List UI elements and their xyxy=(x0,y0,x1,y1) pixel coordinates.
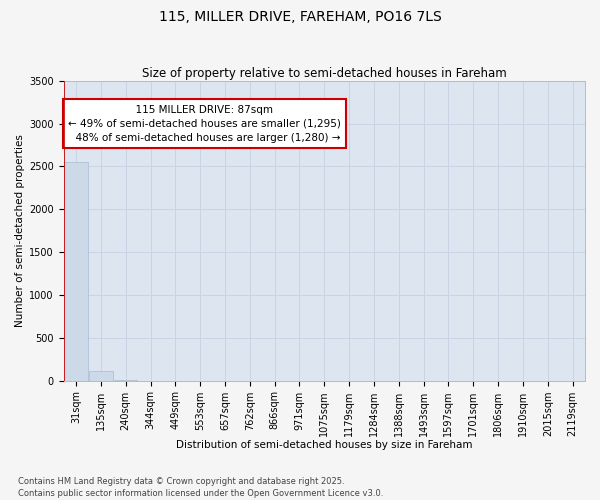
Title: Size of property relative to semi-detached houses in Fareham: Size of property relative to semi-detach… xyxy=(142,66,506,80)
Bar xyxy=(64,162,88,380)
Text: Contains HM Land Registry data © Crown copyright and database right 2025.
Contai: Contains HM Land Registry data © Crown c… xyxy=(18,476,383,498)
Text: 115, MILLER DRIVE, FAREHAM, PO16 7LS: 115, MILLER DRIVE, FAREHAM, PO16 7LS xyxy=(158,10,442,24)
X-axis label: Distribution of semi-detached houses by size in Fareham: Distribution of semi-detached houses by … xyxy=(176,440,473,450)
Bar xyxy=(89,371,113,380)
Text: 115 MILLER DRIVE: 87sqm  
← 49% of semi-detached houses are smaller (1,295)
  48: 115 MILLER DRIVE: 87sqm ← 49% of semi-de… xyxy=(68,104,341,142)
Y-axis label: Number of semi-detached properties: Number of semi-detached properties xyxy=(15,134,25,327)
